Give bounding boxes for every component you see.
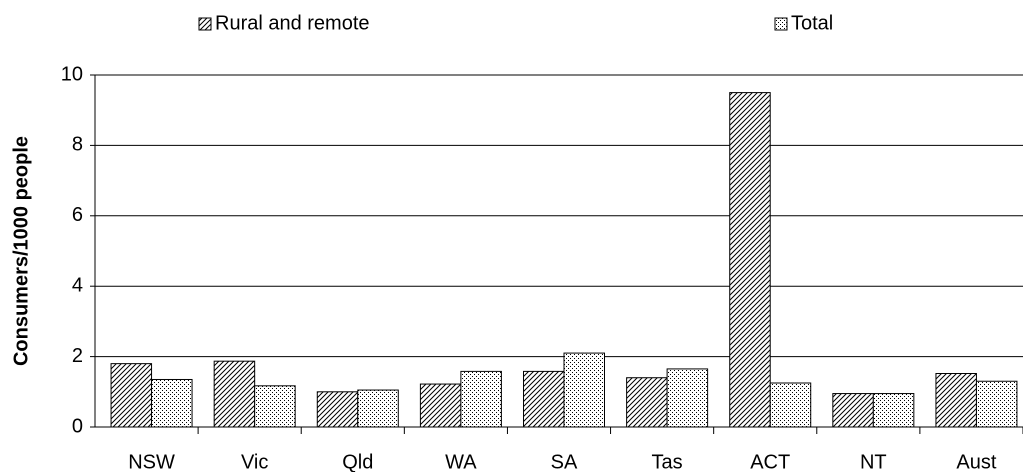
- bar: [935, 372, 977, 428]
- legend-label: Total: [791, 12, 833, 34]
- legend-swatch: [198, 17, 212, 31]
- x-tick-label: ACT: [750, 451, 790, 472]
- bar: [729, 92, 771, 428]
- y-tick-label: 4: [72, 274, 83, 296]
- x-tick-label: SA: [551, 451, 578, 472]
- legend-label: Rural and remote: [215, 12, 370, 34]
- bar: [357, 389, 399, 428]
- bar: [975, 380, 1018, 428]
- x-tick-label: Vic: [241, 451, 268, 472]
- bar: [872, 393, 915, 428]
- y-axis-title: Consumers/1000 people: [10, 136, 32, 366]
- bar: [626, 377, 668, 428]
- bar: [213, 360, 256, 428]
- bar: [769, 382, 812, 428]
- y-tick-label: 0: [72, 415, 83, 437]
- bar: [832, 393, 874, 428]
- y-tick-label: 10: [61, 63, 83, 85]
- x-tick-label: Tas: [652, 451, 683, 472]
- legend-swatch: [774, 17, 788, 31]
- bar: [523, 370, 565, 428]
- x-tick-label: Qld: [342, 451, 373, 472]
- y-tick-label: 8: [72, 134, 83, 156]
- x-tick-label: NSW: [128, 451, 175, 472]
- bar: [419, 383, 462, 428]
- bar: [151, 378, 193, 428]
- bar: [460, 370, 502, 428]
- bar: [316, 391, 359, 428]
- x-tick-label: Aust: [956, 451, 996, 472]
- bar: [666, 368, 709, 428]
- y-tick-label: 6: [72, 204, 83, 226]
- bar: [110, 363, 153, 428]
- x-tick-label: NT: [860, 451, 887, 472]
- x-tick-label: WA: [445, 451, 477, 472]
- bar: [254, 385, 296, 428]
- y-tick-label: 2: [72, 345, 83, 367]
- bar: [563, 352, 605, 428]
